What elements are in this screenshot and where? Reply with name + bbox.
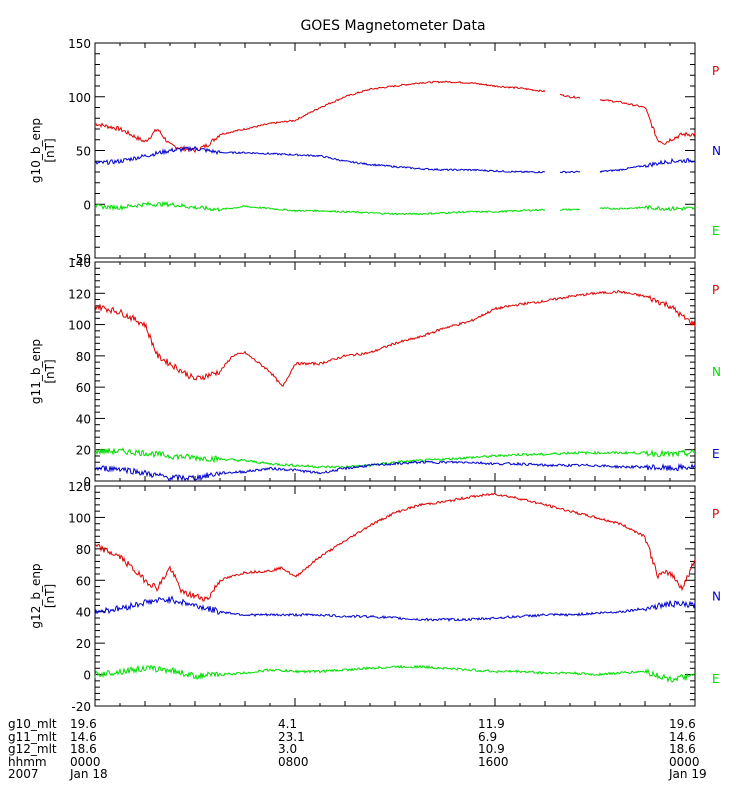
y-axis-label: g12_b_enp [29, 563, 43, 628]
annotation-value: 4.1 [278, 717, 298, 731]
panel-3: -20 0 20 40 60 80 100 120 g12_b_enp [nT] P N E [29, 480, 721, 714]
series-line-N [94, 595, 696, 622]
y-tick-label: 20 [76, 444, 91, 458]
chart-title: GOES Magnetometer Data [300, 18, 485, 34]
y-tick-label: 120 [68, 480, 91, 494]
series-line-N [94, 447, 696, 469]
y-tick-label: 50 [76, 145, 91, 159]
legend-N: N [712, 590, 721, 604]
legend-N: N [712, 365, 721, 379]
y-axis-label: g11_b_enp [29, 339, 43, 404]
legend-P: P [712, 283, 719, 297]
legend-N: N [712, 144, 721, 158]
y-axis-units: [nT] [43, 359, 57, 383]
annotation-value: 14.6 [669, 729, 696, 744]
annotation-value: 1600 [478, 754, 509, 769]
y-tick-label: 100 [68, 319, 91, 333]
series-line-P [94, 290, 696, 387]
annotation-value: 10.9 [478, 742, 505, 756]
legend-P: P [712, 507, 719, 521]
annotation-value: 23.1 [278, 729, 305, 744]
y-tick-label: 0 [83, 669, 91, 683]
y-tick-label: 20 [76, 637, 91, 651]
annotation-value: 18.6 [669, 742, 696, 756]
annotation-value: 0800 [278, 754, 309, 769]
series-line-N [94, 145, 696, 174]
annotation-value: 19.6 [70, 717, 97, 731]
y-tick-label: 40 [76, 606, 91, 620]
y-axis-label: g10_b_enp [29, 118, 43, 183]
y-tick-label: 150 [68, 37, 91, 51]
y-tick-label: 140 [68, 256, 91, 270]
y-tick-label: 0 [83, 475, 91, 489]
legend-E: E [712, 672, 720, 686]
annotation-value: 0000 [669, 754, 700, 769]
annotation-value: 3.0 [278, 742, 298, 756]
annotation-value: 18.6 [70, 742, 97, 756]
annotation-value: 0000 [70, 754, 101, 769]
legend-P: P [712, 64, 719, 78]
y-tick-label: 40 [76, 412, 91, 426]
annotation-value: Jan 19 [669, 767, 707, 781]
annotation-value: Jan 18 [70, 767, 108, 781]
y-tick-label: 60 [76, 574, 91, 588]
series-line-E [94, 460, 696, 482]
legend-E: E [712, 447, 720, 461]
panel-2: 0 20 40 60 80 100 120 140 g11_b_enp [nT] P N E [29, 256, 721, 489]
series-line-P [94, 492, 696, 602]
series-line-P [94, 80, 696, 154]
annotation-row-label: hhmm [8, 754, 47, 769]
series-line-E [94, 664, 696, 684]
annotation-row-label: g11_mlt [8, 729, 57, 744]
annotation-row-label: g12_mlt [8, 742, 57, 756]
y-tick-label: 120 [68, 287, 91, 301]
annotation-value: 6.9 [478, 729, 498, 744]
y-tick-label: -20 [71, 700, 91, 714]
y-tick-label: 0 [83, 198, 91, 212]
y-tick-label: -50 [71, 252, 91, 266]
y-tick-label: 80 [76, 543, 91, 557]
y-tick-label: 80 [76, 350, 91, 364]
series-line-E [94, 200, 696, 216]
panel-1: -50 0 50 100 150 g10_b_enp [nT] P N E [29, 37, 721, 266]
y-axis-units: [nT] [43, 138, 57, 162]
annotation-row-label: g10_mlt [8, 717, 57, 731]
annotation-value: 14.6 [70, 729, 97, 744]
y-tick-label: 60 [76, 381, 91, 395]
annotation-value: 11.9 [478, 717, 505, 731]
annotation-value: 19.6 [669, 717, 696, 731]
legend-E: E [712, 224, 720, 238]
y-tick-label: 100 [68, 91, 91, 105]
y-axis-units: [nT] [43, 584, 57, 608]
y-tick-label: 100 [68, 511, 91, 525]
annotation-row-label: 2007 [8, 767, 39, 781]
